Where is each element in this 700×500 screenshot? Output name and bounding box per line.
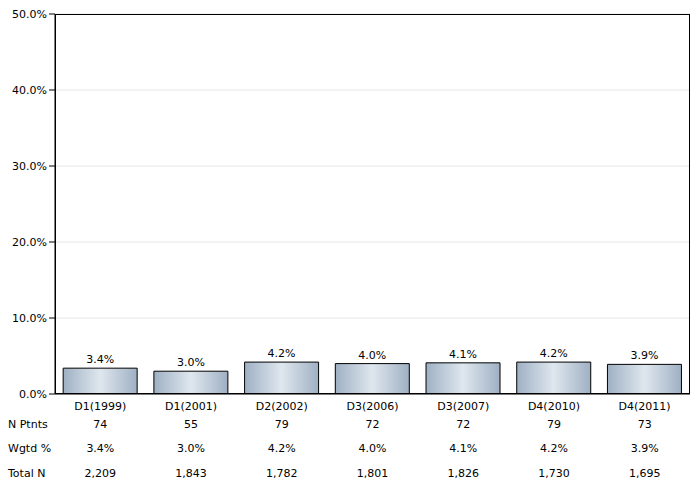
svg-text:D1(2001): D1(2001) bbox=[165, 400, 217, 413]
svg-text:1,730: 1,730 bbox=[538, 467, 570, 480]
svg-text:D3(2007): D3(2007) bbox=[437, 400, 489, 413]
svg-text:79: 79 bbox=[547, 418, 561, 431]
svg-text:74: 74 bbox=[93, 418, 107, 431]
svg-text:4.2%: 4.2% bbox=[540, 442, 568, 455]
svg-text:D1(1999): D1(1999) bbox=[74, 400, 126, 413]
svg-text:3.0%: 3.0% bbox=[177, 442, 205, 455]
svg-text:4.2%: 4.2% bbox=[268, 347, 296, 360]
svg-text:D4(2010): D4(2010) bbox=[528, 400, 580, 413]
svg-text:73: 73 bbox=[638, 418, 652, 431]
svg-text:55: 55 bbox=[184, 418, 198, 431]
svg-text:4.2%: 4.2% bbox=[268, 442, 296, 455]
svg-text:0.0%: 0.0% bbox=[19, 388, 47, 401]
svg-text:3.9%: 3.9% bbox=[630, 349, 658, 362]
svg-text:79: 79 bbox=[275, 418, 289, 431]
svg-text:D2(2002): D2(2002) bbox=[256, 400, 308, 413]
svg-text:3.4%: 3.4% bbox=[86, 353, 114, 366]
svg-text:4.1%: 4.1% bbox=[449, 348, 477, 361]
svg-text:4.1%: 4.1% bbox=[449, 442, 477, 455]
svg-text:D4(2011): D4(2011) bbox=[619, 400, 671, 413]
svg-text:2,209: 2,209 bbox=[85, 467, 117, 480]
svg-text:3.0%: 3.0% bbox=[177, 356, 205, 369]
svg-text:20.0%: 20.0% bbox=[12, 236, 47, 249]
svg-text:40.0%: 40.0% bbox=[12, 84, 47, 97]
svg-text:10.0%: 10.0% bbox=[12, 312, 47, 325]
svg-text:3.4%: 3.4% bbox=[86, 442, 114, 455]
svg-text:30.0%: 30.0% bbox=[12, 160, 47, 173]
svg-text:Wgtd %: Wgtd % bbox=[8, 442, 51, 455]
svg-text:4.2%: 4.2% bbox=[540, 347, 568, 360]
svg-text:1,801: 1,801 bbox=[357, 467, 389, 480]
svg-text:4.0%: 4.0% bbox=[359, 442, 387, 455]
svg-text:3.9%: 3.9% bbox=[631, 442, 659, 455]
svg-text:72: 72 bbox=[456, 418, 470, 431]
svg-text:1,826: 1,826 bbox=[447, 467, 479, 480]
svg-text:4.0%: 4.0% bbox=[358, 349, 386, 362]
svg-text:72: 72 bbox=[366, 418, 380, 431]
svg-text:1,695: 1,695 bbox=[629, 467, 661, 480]
svg-text:D3(2006): D3(2006) bbox=[346, 400, 398, 413]
svg-text:1,782: 1,782 bbox=[266, 467, 298, 480]
svg-text:1,843: 1,843 bbox=[175, 467, 207, 480]
svg-text:Total N: Total N bbox=[8, 467, 45, 480]
svg-text:N Ptnts: N Ptnts bbox=[8, 418, 48, 431]
svg-text:50.0%: 50.0% bbox=[12, 8, 47, 21]
